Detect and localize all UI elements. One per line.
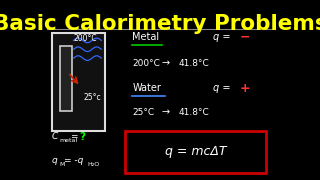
Text: 200°C: 200°C (132, 59, 160, 68)
Text: metal: metal (60, 138, 78, 143)
Text: C: C (52, 132, 58, 141)
Text: Metal: Metal (132, 32, 159, 42)
Text: Water: Water (132, 83, 161, 93)
Text: Basic Calorimetry Problems: Basic Calorimetry Problems (0, 14, 320, 34)
Text: 41.8°C: 41.8°C (179, 59, 209, 68)
Text: H₂O: H₂O (87, 162, 100, 167)
Text: ?: ? (79, 132, 85, 142)
Text: +: + (239, 82, 250, 95)
FancyBboxPatch shape (125, 131, 266, 173)
Text: =: = (71, 132, 82, 141)
Text: q: q (52, 156, 57, 165)
Text: 25°C: 25°C (132, 108, 155, 117)
Text: = -q: = -q (64, 156, 84, 165)
Text: −: − (239, 30, 250, 43)
Text: 200°C: 200°C (73, 34, 97, 43)
Text: M: M (59, 162, 64, 167)
Text: 41.8°C: 41.8°C (179, 108, 209, 117)
Text: 25°c: 25°c (83, 93, 101, 102)
Text: →: → (161, 58, 169, 68)
Text: q =: q = (213, 32, 234, 42)
FancyBboxPatch shape (60, 46, 72, 111)
Text: q =: q = (213, 83, 234, 93)
Text: →: → (161, 107, 169, 117)
Text: q = mcΔT: q = mcΔT (165, 145, 227, 158)
FancyBboxPatch shape (52, 33, 105, 131)
